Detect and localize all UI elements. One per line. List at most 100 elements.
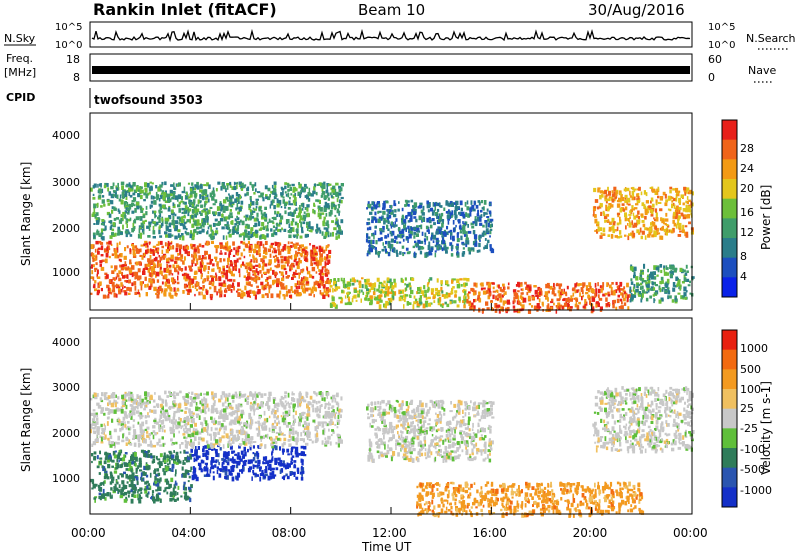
heatmap-cell bbox=[238, 220, 241, 226]
heatmap-cell bbox=[140, 186, 143, 189]
heatmap-cell bbox=[177, 275, 179, 281]
heatmap-cell bbox=[316, 227, 321, 231]
heatmap-cell bbox=[326, 220, 329, 225]
heatmap-cell bbox=[238, 181, 242, 185]
heatmap-cell bbox=[585, 291, 589, 295]
heatmap-cell bbox=[149, 472, 152, 478]
heatmap-cell bbox=[391, 285, 395, 288]
heatmap-cell bbox=[294, 289, 297, 295]
heatmap-cell bbox=[689, 292, 692, 295]
heatmap-cell bbox=[173, 182, 175, 188]
heatmap-cell bbox=[227, 451, 230, 456]
heatmap-cell bbox=[525, 286, 528, 290]
heatmap-cell bbox=[474, 242, 478, 247]
heatmap-cell bbox=[96, 220, 100, 225]
heatmap-cell bbox=[226, 221, 229, 227]
heatmap-cell bbox=[223, 206, 226, 211]
heatmap-cell bbox=[612, 290, 616, 296]
heatmap-cell bbox=[663, 265, 666, 270]
heatmap-cell bbox=[310, 254, 314, 259]
heatmap-cell bbox=[94, 214, 97, 219]
heatmap-cell bbox=[303, 283, 306, 288]
heatmap-cell bbox=[198, 255, 201, 261]
heatmap-cell bbox=[389, 247, 392, 252]
heatmap-cell bbox=[388, 278, 392, 284]
heatmap-cell bbox=[415, 253, 417, 256]
heatmap-cell bbox=[632, 186, 635, 191]
heatmap-cell bbox=[404, 277, 407, 281]
heatmap-cell bbox=[397, 208, 400, 212]
heatmap-cell bbox=[292, 271, 296, 276]
heatmap-cell bbox=[152, 245, 157, 249]
heatmap-cell bbox=[193, 199, 196, 204]
heatmap-cell bbox=[409, 218, 413, 222]
heatmap-cell bbox=[264, 240, 268, 245]
heatmap-cell bbox=[575, 299, 578, 305]
heatmap-cell bbox=[249, 248, 253, 252]
heatmap-cell bbox=[219, 242, 223, 245]
heatmap-cell bbox=[231, 201, 235, 204]
heatmap-cell bbox=[256, 241, 259, 246]
heatmap-cell bbox=[296, 215, 299, 219]
heatmap-cell bbox=[325, 227, 329, 232]
heatmap-cell bbox=[229, 270, 231, 274]
heatmap-cell bbox=[145, 452, 148, 456]
heatmap-cell bbox=[124, 191, 128, 196]
heatmap-cell bbox=[486, 216, 490, 218]
heatmap-cell bbox=[125, 473, 128, 479]
heatmap-cell bbox=[191, 454, 195, 457]
power-colorbar: 28 24 20 16 12 8 4 Power [dB] bbox=[721, 119, 773, 298]
heatmap-cell bbox=[633, 295, 637, 298]
heatmap-cell bbox=[240, 200, 244, 205]
heatmap-cell bbox=[202, 222, 205, 228]
heatmap-cell bbox=[382, 210, 386, 215]
heatmap-cell bbox=[264, 235, 267, 240]
heatmap-cell bbox=[106, 245, 110, 250]
heatmap-cell bbox=[172, 492, 176, 498]
heatmap-cell bbox=[425, 303, 428, 308]
heatmap-cell bbox=[318, 199, 321, 204]
heatmap-cell bbox=[132, 452, 135, 457]
heatmap-cell bbox=[462, 288, 465, 294]
heatmap-cell bbox=[683, 277, 687, 282]
heatmap-cell bbox=[298, 208, 302, 214]
heatmap-cell bbox=[93, 455, 97, 459]
heatmap-cell bbox=[131, 184, 134, 190]
heatmap-cell bbox=[103, 460, 107, 465]
heatmap-cell bbox=[445, 211, 449, 214]
heatmap-cell bbox=[685, 290, 688, 293]
heatmap-cell bbox=[649, 288, 653, 291]
heatmap-cell bbox=[229, 184, 232, 188]
heatmap-cell bbox=[113, 454, 118, 459]
heatmap-cell bbox=[216, 245, 220, 249]
heatmap-cell bbox=[292, 194, 296, 198]
power-panel: Slant Range [km] 4000 3000 2000 1000 bbox=[19, 112, 695, 314]
heatmap-cell bbox=[475, 204, 479, 209]
heatmap-cell bbox=[451, 202, 454, 207]
heatmap-cell bbox=[538, 291, 542, 295]
heatmap-cell bbox=[688, 189, 692, 195]
heatmap-cell bbox=[640, 213, 644, 217]
heatmap-cell bbox=[644, 227, 648, 231]
heatmap-cell bbox=[461, 252, 465, 257]
heatmap-cell bbox=[582, 305, 586, 309]
heatmap-cell bbox=[116, 462, 119, 468]
heatmap-cell bbox=[532, 297, 535, 300]
heatmap-cell bbox=[326, 185, 328, 190]
heatmap-cell bbox=[125, 280, 129, 283]
heatmap-cell bbox=[130, 456, 134, 462]
heatmap-cell bbox=[320, 292, 325, 296]
heatmap-cell bbox=[443, 232, 447, 237]
heatmap-cell bbox=[473, 299, 476, 303]
heatmap-cell bbox=[206, 262, 210, 265]
heatmap-cell bbox=[427, 296, 431, 300]
heatmap-cell bbox=[102, 195, 105, 198]
heatmap-cell bbox=[198, 291, 201, 296]
heatmap-cell bbox=[164, 254, 167, 258]
heatmap-cell bbox=[382, 242, 384, 246]
heatmap-cell bbox=[283, 256, 287, 261]
heatmap-cell bbox=[613, 191, 617, 195]
heatmap-cell bbox=[537, 293, 541, 297]
heatmap-cell bbox=[267, 475, 271, 481]
heatmap-cell bbox=[119, 253, 123, 258]
